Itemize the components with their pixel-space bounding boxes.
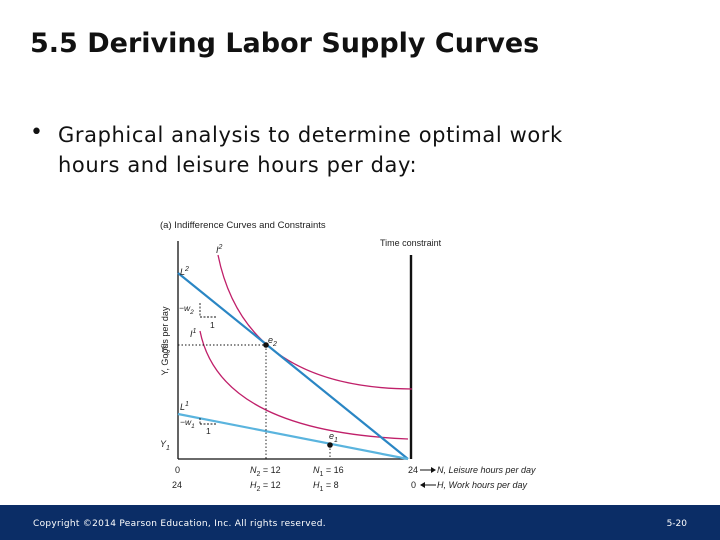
copyright-text: Copyright ©2014 Pearson Education, Inc. … — [33, 519, 326, 529]
h-axis-label: H, Work hours per day — [437, 480, 528, 490]
point-e2-label: e2 — [268, 335, 277, 348]
budget-line-L2 — [177, 272, 409, 460]
footer-bar: Copyright ©2014 Pearson Education, Inc. … — [0, 505, 720, 540]
y-axis-label: Y, Goods per day — [160, 306, 170, 375]
point-e2 — [263, 342, 269, 348]
budget-L1-label: L1 — [180, 401, 189, 412]
h1-tick-label: H1 = 8 — [313, 480, 339, 493]
indifference-curve-I2 — [217, 254, 413, 390]
curve-I2-label: I2 — [216, 244, 223, 255]
n1-tick-label: N1 = 16 — [313, 465, 344, 478]
n-end-label: 24 — [408, 465, 418, 475]
n-axis-label: N, Leisure hours per day — [437, 465, 536, 475]
panel-title: (a) Indifference Curves and Constraints — [160, 220, 326, 231]
h-origin-label: 24 — [172, 480, 182, 490]
h2-tick-label: H2 = 12 — [250, 480, 281, 493]
slope-w2-label: −w2 — [179, 303, 194, 316]
indifference-curve-I1 — [199, 330, 409, 440]
slope-run-2-label: 1 — [206, 426, 211, 436]
point-e1 — [327, 442, 333, 448]
slide-title: 5.5 Deriving Labor Supply Curves — [30, 28, 540, 59]
time-constraint-label: Time constraint — [380, 238, 442, 248]
budget-L2-label: L2 — [180, 266, 189, 277]
y1-tick-label: Y1 — [160, 439, 170, 452]
labor-supply-diagram: (a) Indifference Curves and Constraints … — [160, 220, 536, 493]
bullet-text: Graphical analysis to determine optimal … — [58, 120, 690, 180]
bullet-icon: • — [30, 120, 43, 145]
n-origin-label: 0 — [175, 465, 180, 475]
slide-number: 5-20 — [666, 519, 687, 529]
slope-w1-label: −w1 — [180, 417, 195, 430]
bullet-line-1: Graphical analysis to determine optimal … — [58, 123, 563, 147]
y2-tick-label: Y2 — [160, 344, 170, 357]
budget-line-L1 — [177, 412, 409, 461]
n-axis-arrowhead — [431, 467, 436, 473]
bullet-line-2: hours and leisure hours per day: — [58, 153, 418, 177]
n2-tick-label: N2 = 12 — [250, 465, 281, 478]
point-e1-label: e1 — [329, 431, 338, 444]
curve-I1-label: I1 — [190, 328, 197, 339]
slope-run-1-label: 1 — [210, 320, 215, 330]
h-axis-arrowhead — [420, 482, 425, 488]
h-end-label: 0 — [411, 480, 416, 490]
bullet-point: • Graphical analysis to determine optima… — [30, 120, 690, 180]
